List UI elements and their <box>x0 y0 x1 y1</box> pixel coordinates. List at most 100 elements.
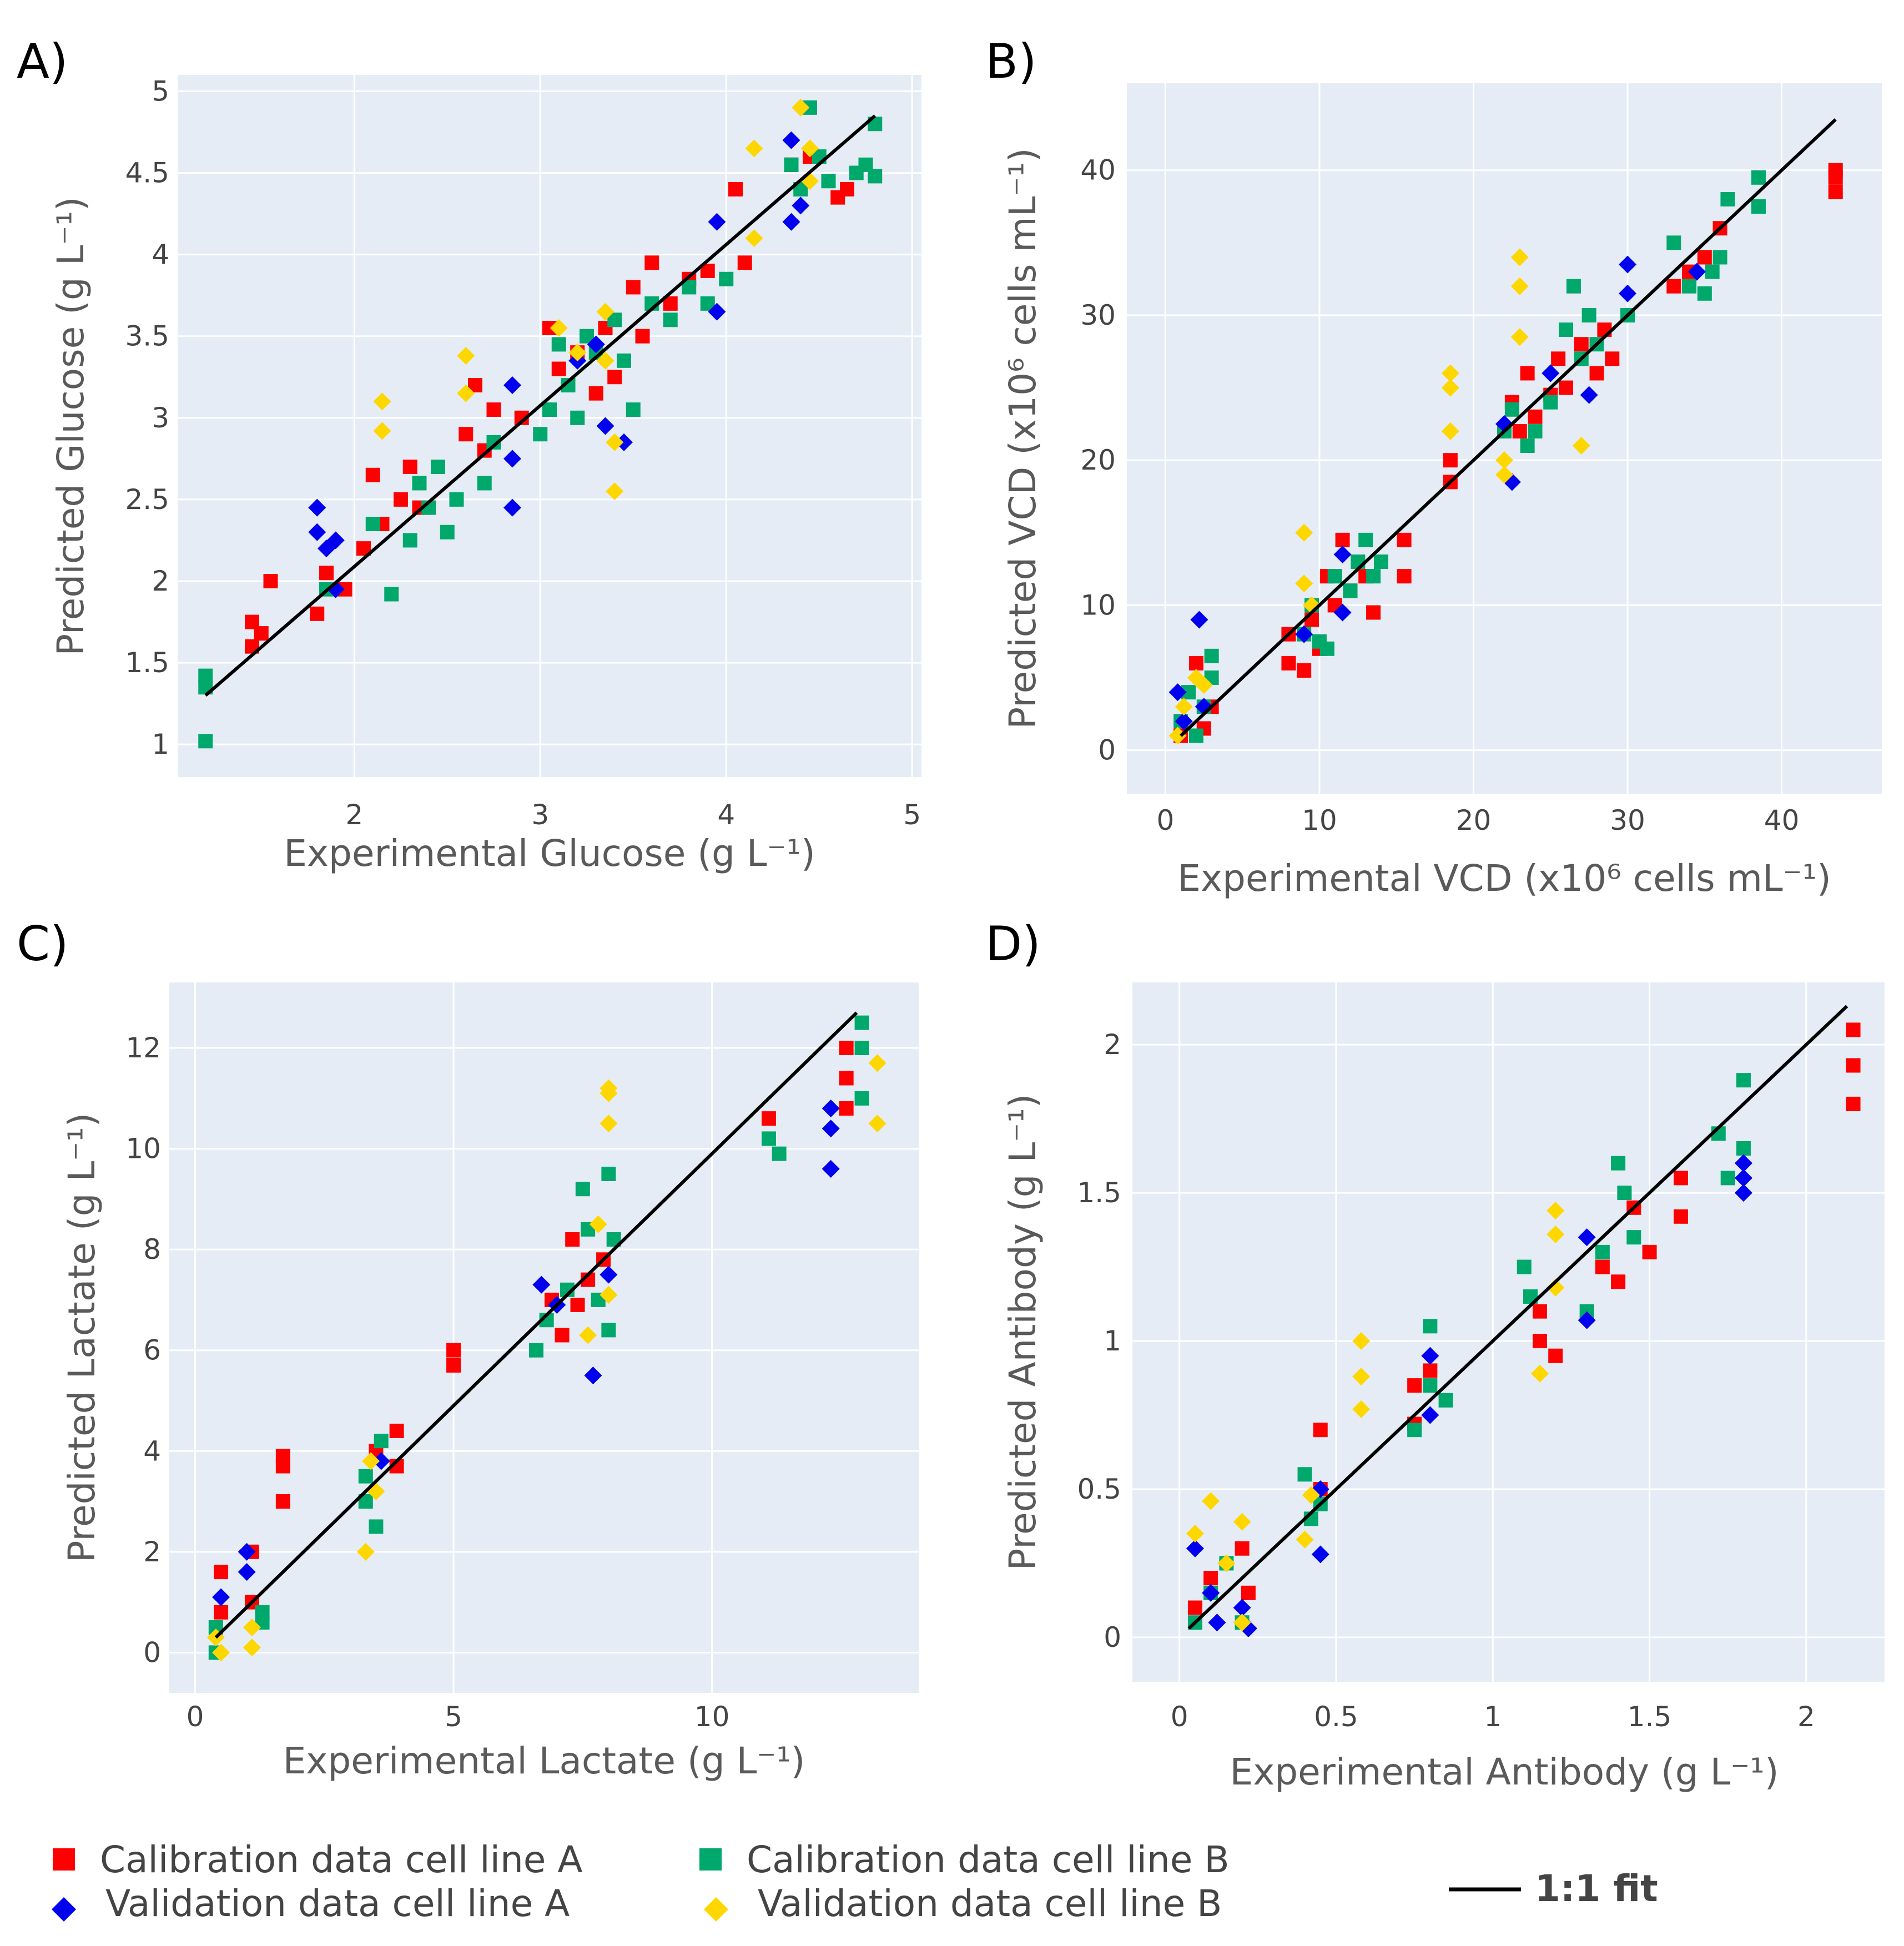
data-point-cal_a <box>1642 1244 1657 1259</box>
data-point-cal_a <box>1407 1378 1422 1393</box>
data-point-cal_b <box>601 1323 616 1338</box>
y-axis-label: Predicted Antibody (g L⁻¹) <box>1001 1094 1044 1571</box>
data-point-cal_a <box>1674 1209 1689 1224</box>
y-tick-label: 2.5 <box>125 483 169 516</box>
y-tick-label: 0 <box>1098 734 1116 767</box>
y-tick-label: 20 <box>1080 444 1116 476</box>
data-point-val_a <box>1333 545 1352 563</box>
y-tick-label: 40 <box>1080 154 1116 186</box>
data-point-val_b <box>1295 574 1313 593</box>
data-point-cal_b <box>719 271 734 286</box>
data-point-cal_a <box>1548 1348 1563 1363</box>
data-point-val_b <box>457 384 475 402</box>
data-point-cal_a <box>1443 453 1458 468</box>
data-point-cal_b <box>402 533 417 548</box>
data-point-cal_a <box>839 1071 854 1086</box>
data-point-cal_a <box>839 1041 854 1056</box>
data-point-val_b <box>373 422 391 440</box>
data-point-val_b <box>243 1639 261 1657</box>
data-point-cal_a <box>365 467 380 482</box>
x-tick-label: 20 <box>1456 804 1492 836</box>
y-tick-label: 1.5 <box>1077 1177 1121 1209</box>
data-point-cal_b <box>1595 1244 1610 1259</box>
data-point-cal_b <box>784 157 799 172</box>
data-point-cal_b <box>663 312 678 327</box>
data-point-cal_b <box>449 492 464 507</box>
data-point-val_a <box>1734 1184 1752 1202</box>
data-point-cal_b <box>1373 554 1388 569</box>
x-tick-label: 1 <box>1484 1701 1502 1733</box>
data-point-cal_a <box>607 370 622 385</box>
data-point-cal_a <box>588 386 603 401</box>
x-tick-label: 3 <box>531 799 549 831</box>
y-tick-label: 1 <box>152 728 169 760</box>
data-point-cal_b <box>1736 1141 1751 1156</box>
y-tick-label: 8 <box>143 1233 161 1266</box>
data-point-cal_b <box>477 476 492 491</box>
y-tick-label: 0.5 <box>1077 1473 1121 1505</box>
data-point-cal_b <box>762 1131 776 1146</box>
data-point-val_a <box>1233 1599 1251 1617</box>
data-point-cal_b <box>440 525 455 540</box>
data-point-val_a <box>1734 1154 1752 1172</box>
data-point-val_b <box>1296 1530 1314 1549</box>
data-point-cal_a <box>644 255 659 270</box>
data-point-cal_a <box>1397 532 1412 547</box>
data-point-cal_b <box>1517 1259 1532 1274</box>
data-point-val_b <box>1547 1225 1565 1243</box>
data-point-cal_a <box>762 1111 776 1126</box>
data-point-cal_a <box>1595 1259 1610 1274</box>
data-point-cal_b <box>772 1146 787 1161</box>
data-point-cal_a <box>1551 351 1566 366</box>
data-point-cal_a <box>1281 656 1296 670</box>
data-point-cal_b <box>1720 191 1735 206</box>
data-point-val_a <box>1542 364 1560 382</box>
data-point-val_b <box>1202 1492 1220 1510</box>
data-point-val_a <box>212 1588 230 1606</box>
data-point-cal_b <box>1626 1230 1641 1245</box>
data-point-cal_a <box>626 280 641 295</box>
legend-cal-a-label: Calibration data cell line A <box>100 1838 583 1881</box>
data-point-cal_b <box>868 169 883 184</box>
data-point-cal_a <box>635 329 650 344</box>
data-point-val_a <box>1311 1545 1329 1564</box>
data-point-cal_b <box>1543 395 1558 410</box>
x-axis-label: Experimental Lactate (g L⁻¹) <box>283 1740 805 1782</box>
data-point-cal_a <box>1235 1541 1250 1556</box>
data-point-cal_a <box>1559 380 1574 395</box>
legend-fit-label: 1:1 fit <box>1535 1867 1658 1910</box>
legend: Calibration data cell line A Calibration… <box>52 1838 1658 1925</box>
data-point-val_a <box>1186 1539 1204 1557</box>
data-point-cal_b <box>1697 286 1712 301</box>
data-point-val_a <box>822 1159 840 1178</box>
panel-label: C) <box>17 916 69 972</box>
data-point-cal_a <box>214 1605 229 1620</box>
data-point-cal_b <box>1751 199 1766 214</box>
data-point-cal_b <box>570 410 585 425</box>
data-point-val_a <box>1578 1228 1596 1247</box>
data-point-cal_b <box>1204 648 1219 663</box>
data-point-cal_a <box>1512 424 1527 438</box>
data-point-cal_a <box>1589 366 1604 381</box>
data-point-val_b <box>1495 466 1513 484</box>
y-tick-label: 0 <box>1104 1621 1121 1653</box>
x-tick-label: 2 <box>345 799 363 831</box>
data-point-cal_a <box>214 1565 229 1580</box>
data-point-val_b <box>243 1618 261 1636</box>
data-point-val_b <box>606 482 624 501</box>
x-axis-label: Experimental Glucose (g L⁻¹) <box>284 832 815 875</box>
data-point-cal_a <box>1674 1171 1689 1186</box>
y-tick-label: 30 <box>1080 299 1116 331</box>
data-point-val_a <box>587 335 605 354</box>
data-point-val_b <box>1530 1364 1549 1383</box>
panel-label: A) <box>17 34 68 89</box>
data-point-cal_a <box>1203 1571 1218 1586</box>
data-point-cal_a <box>446 1358 461 1373</box>
data-point-cal_a <box>1605 351 1620 366</box>
data-point-val_b <box>1495 451 1513 470</box>
panel-label: D) <box>985 916 1041 972</box>
data-point-val_a <box>503 450 521 468</box>
data-point-val_b <box>589 1215 607 1233</box>
x-tick-label: 10 <box>694 1701 730 1733</box>
